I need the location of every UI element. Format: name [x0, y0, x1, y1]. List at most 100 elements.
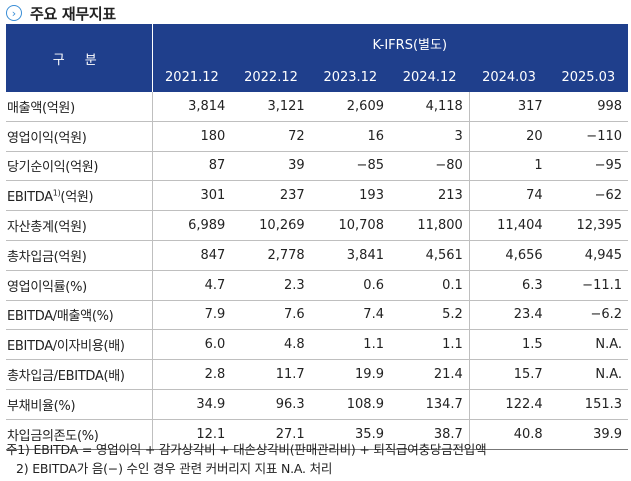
- table-cell: −95: [548, 151, 629, 182]
- table-cell: 4,656: [468, 240, 549, 271]
- table-cell: 27.1: [231, 419, 311, 450]
- table-cell: −62: [548, 180, 629, 212]
- table-cell: 847: [152, 240, 232, 271]
- column-header: 2025.03: [548, 62, 629, 92]
- table-row: 당기순이익(억원) 87 39 −85 −80 1 −95: [6, 151, 629, 182]
- table-cell: 11.7: [231, 359, 311, 390]
- category-header: 구 분: [6, 24, 153, 92]
- table-cell: 96.3: [231, 389, 311, 420]
- table-cell: 998: [548, 92, 629, 122]
- table-cell: 72: [231, 121, 311, 152]
- table-cell: 87: [152, 151, 232, 182]
- table-cell: 4.7: [152, 269, 232, 301]
- row-label: 매출액(억원): [6, 92, 153, 122]
- row-label: 당기순이익(억원): [6, 151, 153, 182]
- table-cell: 317: [468, 92, 549, 122]
- table-cell: 20: [468, 121, 549, 152]
- row-label: 부채비율(%): [6, 389, 153, 420]
- table-cell: 213: [389, 180, 470, 212]
- section-title: 주요 재무지표: [30, 4, 116, 23]
- table-row: EBITDA/이자비용(배) 6.0 4.8 1.1 1.1 1.5 N.A.: [6, 329, 629, 361]
- column-header: 2023.12: [310, 62, 390, 92]
- table-row: 매출액(억원) 3,814 3,121 2,609 4,118 317 998: [6, 92, 629, 122]
- table-cell: 3: [389, 121, 470, 152]
- column-header: 2021.12: [152, 62, 232, 92]
- table-cell: 15.7: [468, 359, 549, 390]
- table-row: 부채비율(%) 34.9 96.3 108.9 134.7 122.4 151.3: [6, 389, 629, 420]
- table-cell: 108.9: [310, 389, 390, 420]
- table-cell: N.A.: [548, 329, 629, 361]
- table-cell: 11,800: [389, 210, 470, 241]
- table-cell: 0.6: [310, 269, 390, 301]
- row-label: 차입금의존도(%): [6, 419, 153, 450]
- column-header: 2024.12: [389, 62, 470, 92]
- table-cell: 35.9: [310, 419, 390, 450]
- row-label: 영업이익률(%): [6, 269, 153, 301]
- footnote-1: 주1) EBITDA = 영업이익 + 감가상각비 + 대손상각비(판매관리비)…: [6, 442, 487, 457]
- table-row: 자산총계(억원) 6,989 10,269 10,708 11,800 11,404 12,…: [6, 210, 629, 241]
- table-cell: 4,945: [548, 240, 629, 271]
- table-cell: 1.1: [310, 329, 390, 361]
- column-header: 2022.12: [231, 62, 311, 92]
- table-cell: 237: [231, 180, 311, 212]
- column-header: 2024.03: [469, 62, 549, 92]
- table-cell: 3,121: [231, 92, 311, 122]
- table-cell: 6.0: [152, 329, 232, 361]
- footnote-2: 2) EBITDA가 음(−) 수인 경우 관련 커버리지 지표 N.A. 처리: [16, 461, 333, 476]
- table-cell: 193: [310, 180, 390, 212]
- table-cell: 7.4: [310, 300, 390, 331]
- table-cell: 74: [468, 180, 549, 212]
- table-cell: 10,269: [231, 210, 311, 241]
- table-cell: 122.4: [468, 389, 549, 420]
- table-cell: 39: [231, 151, 311, 182]
- table-cell: 4,561: [389, 240, 470, 271]
- table-cell: −80: [389, 151, 470, 182]
- table-cell: −11.1: [548, 269, 629, 301]
- table-cell: 40.8: [468, 419, 549, 450]
- basis-header: K-IFRS(별도): [152, 24, 629, 62]
- row-label: EBITDA1)(억원): [6, 180, 153, 212]
- table-cell: 21.4: [389, 359, 470, 390]
- financial-indicators-table: 구 분 K-IFRS(별도) 2021.12 2022.12 2023.12 2…: [6, 24, 629, 450]
- row-label: EBITDA/매출액(%): [6, 300, 153, 331]
- row-label: 총차입금(억원): [6, 240, 153, 271]
- table-cell: 11,404: [468, 210, 549, 241]
- table-cell: 23.4: [468, 300, 549, 331]
- table-cell: 3,841: [310, 240, 390, 271]
- table-cell: 34.9: [152, 389, 232, 420]
- row-label: 자산총계(억원): [6, 210, 153, 241]
- table-row: EBITDA/매출액(%) 7.9 7.6 7.4 5.2 23.4 −6.2: [6, 300, 629, 331]
- table-cell: −6.2: [548, 300, 629, 331]
- table-row: 총차입금(억원) 847 2,778 3,841 4,561 4,656 4,945: [6, 240, 629, 271]
- table-cell: 0.1: [389, 269, 470, 301]
- table-cell: 1.1: [389, 329, 470, 361]
- table-cell: 1: [468, 151, 549, 182]
- section-header: › 주요 재무지표: [6, 3, 116, 23]
- table-cell: 5.2: [389, 300, 470, 331]
- table-row: 총차입금/EBITDA(배) 2.8 11.7 19.9 21.4 15.7 N.A.: [6, 359, 629, 390]
- table-row: 영업이익률(%) 4.7 2.3 0.6 0.1 6.3 −11.1: [6, 269, 629, 301]
- row-label: 총차입금/EBITDA(배): [6, 359, 153, 390]
- table-cell: 6,989: [152, 210, 232, 241]
- table-cell: 2,609: [310, 92, 390, 122]
- table-row: EBITDA1)(억원) 301 237 193 213 74 −62: [6, 180, 629, 212]
- table-cell: −85: [310, 151, 390, 182]
- table-cell: 2.8: [152, 359, 232, 390]
- table-row: 영업이익(억원) 180 72 16 3 20 −110: [6, 121, 629, 152]
- table-cell: 12,395: [548, 210, 629, 241]
- table-cell: 2,778: [231, 240, 311, 271]
- table-cell: 151.3: [548, 389, 629, 420]
- table-cell: 38.7: [389, 419, 470, 450]
- table-cell: 7.6: [231, 300, 311, 331]
- table-cell: 7.9: [152, 300, 232, 331]
- table-cell: N.A.: [548, 359, 629, 390]
- table-cell: 301: [152, 180, 232, 212]
- table-cell: 6.3: [468, 269, 549, 301]
- table-cell: 2.3: [231, 269, 311, 301]
- table-cell: 12.1: [152, 419, 232, 450]
- table-row: 차입금의존도(%) 12.1 27.1 35.9 38.7 40.8 39.9: [6, 419, 629, 450]
- table-cell: 4.8: [231, 329, 311, 361]
- table-cell: 134.7: [389, 389, 470, 420]
- table-cell: 39.9: [548, 419, 629, 450]
- table-cell: −110: [548, 121, 629, 152]
